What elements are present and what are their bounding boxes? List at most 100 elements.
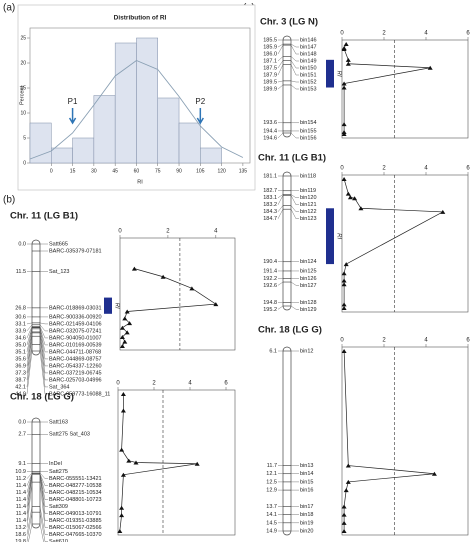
marker-position: 11.2	[16, 476, 26, 482]
marker-position: 38.7	[15, 377, 26, 383]
marker-connector	[277, 84, 284, 90]
lod-point	[126, 458, 132, 463]
marker-connector	[277, 45, 284, 55]
lod-point	[213, 302, 219, 307]
marker-connector	[26, 322, 33, 325]
lod-point	[120, 408, 126, 413]
marker-connector	[290, 84, 299, 90]
marker-connector	[277, 205, 284, 212]
lod-point	[117, 529, 123, 533]
marker-connector	[39, 473, 48, 493]
fit-line	[29, 59, 244, 160]
marker-name: BARC-059773-16088_11	[49, 391, 110, 397]
marker-position: 185.5	[263, 37, 277, 43]
qtl-interval	[326, 59, 334, 88]
marker-name: BARC-048277-10538	[49, 483, 102, 489]
marker-name: bin124	[300, 259, 317, 265]
chromosome	[282, 346, 292, 536]
marker-position: 13.7	[266, 504, 277, 510]
marker-name: BARC-900336-00920	[49, 314, 102, 320]
marker-name: BARC-904050-01007	[49, 335, 102, 341]
marker-position: 194.4	[263, 128, 277, 134]
marker-connector	[290, 60, 299, 69]
marker-name: bin14	[300, 471, 313, 477]
marker-name: bin148	[300, 51, 317, 57]
marker-position: 189.5	[263, 79, 277, 85]
lod-point	[341, 529, 347, 533]
lod-point	[131, 266, 137, 271]
y-tick-label: 25	[20, 35, 26, 41]
marker-name: Sat_364	[49, 384, 70, 390]
chromosome	[282, 35, 292, 138]
marker-connector	[26, 473, 33, 493]
marker-connector	[26, 324, 33, 332]
lod-curve	[121, 268, 217, 347]
marker-position: 10.9	[15, 469, 26, 475]
marker-name: bin153	[300, 86, 317, 92]
lod-point	[122, 339, 128, 344]
annotation: P2	[195, 97, 205, 106]
marker-name: BARC-047665-10370	[49, 532, 102, 538]
marker-name: BARC-055551-13421	[49, 476, 102, 482]
bar	[93, 95, 116, 164]
marker-name: bin127	[300, 283, 317, 289]
map-title: Chr. 11 (LG B1)	[258, 153, 326, 164]
marker-name: Satt309	[49, 504, 68, 510]
lod-point	[119, 344, 125, 348]
marker-connector	[290, 132, 299, 139]
lod-frame	[119, 237, 236, 351]
marker-name: bin121	[300, 202, 317, 208]
map-title: Chr. 11 (LG B1)	[10, 211, 78, 222]
marker-connector	[290, 56, 299, 62]
marker-connector	[39, 473, 48, 486]
marker-position: 187.9	[263, 72, 277, 78]
lod-point	[341, 512, 347, 517]
marker-name: bin125	[300, 268, 317, 274]
bar	[29, 122, 52, 164]
marker-name: BARC-048215-10534	[49, 490, 102, 496]
lod-tick-label: 0	[118, 229, 122, 235]
marker-name: bin128	[300, 300, 317, 306]
x-tick-label: 45	[112, 168, 118, 174]
lod-point	[119, 447, 125, 452]
lod-point	[341, 271, 347, 276]
marker-name: BARC-021459-04106	[49, 321, 102, 327]
qtl-label: RI	[113, 303, 119, 309]
lod-point	[120, 392, 126, 396]
lod-point	[345, 191, 351, 196]
marker-connector	[277, 195, 284, 205]
lod-point	[341, 177, 347, 181]
marker-position: 182.7	[263, 188, 277, 194]
marker-position: 2.7	[18, 432, 26, 438]
lod-point	[119, 325, 125, 330]
bar	[114, 42, 137, 164]
lod-point	[427, 65, 433, 70]
lod-tick-label: 2	[382, 31, 386, 37]
marker-connector	[277, 281, 284, 286]
marker-name: bin155	[300, 128, 317, 134]
marker-connector	[290, 80, 299, 83]
lod-tick-label: 4	[424, 166, 428, 172]
marker-name: bin156	[300, 135, 317, 141]
lod-tick-label: 2	[166, 229, 170, 235]
marker-connector	[290, 281, 299, 286]
lod-tick-label: 2	[382, 166, 386, 172]
marker-position: 11.4	[16, 490, 26, 496]
marker-connector	[277, 132, 284, 139]
lod-point	[341, 122, 347, 127]
x-tick-label: 135	[239, 168, 248, 174]
marker-name: Satt610	[49, 539, 68, 542]
marker-connector	[39, 512, 48, 542]
marker-name: BARC-025703-04996	[49, 377, 102, 383]
marker-position: 12.9	[266, 488, 277, 494]
marker-position: 35.0	[15, 342, 26, 348]
annotation-arrow	[68, 108, 77, 125]
lod-tick-label: 4	[424, 31, 428, 37]
marker-position: 19.8	[15, 539, 26, 542]
marker-position: 37.3	[15, 370, 26, 376]
marker-name: bin122	[300, 209, 317, 215]
marker-name: bin152	[300, 79, 317, 85]
lod-tick-label: 6	[224, 381, 228, 387]
marker-connector	[39, 326, 48, 339]
marker-position: 194.8	[263, 300, 277, 306]
